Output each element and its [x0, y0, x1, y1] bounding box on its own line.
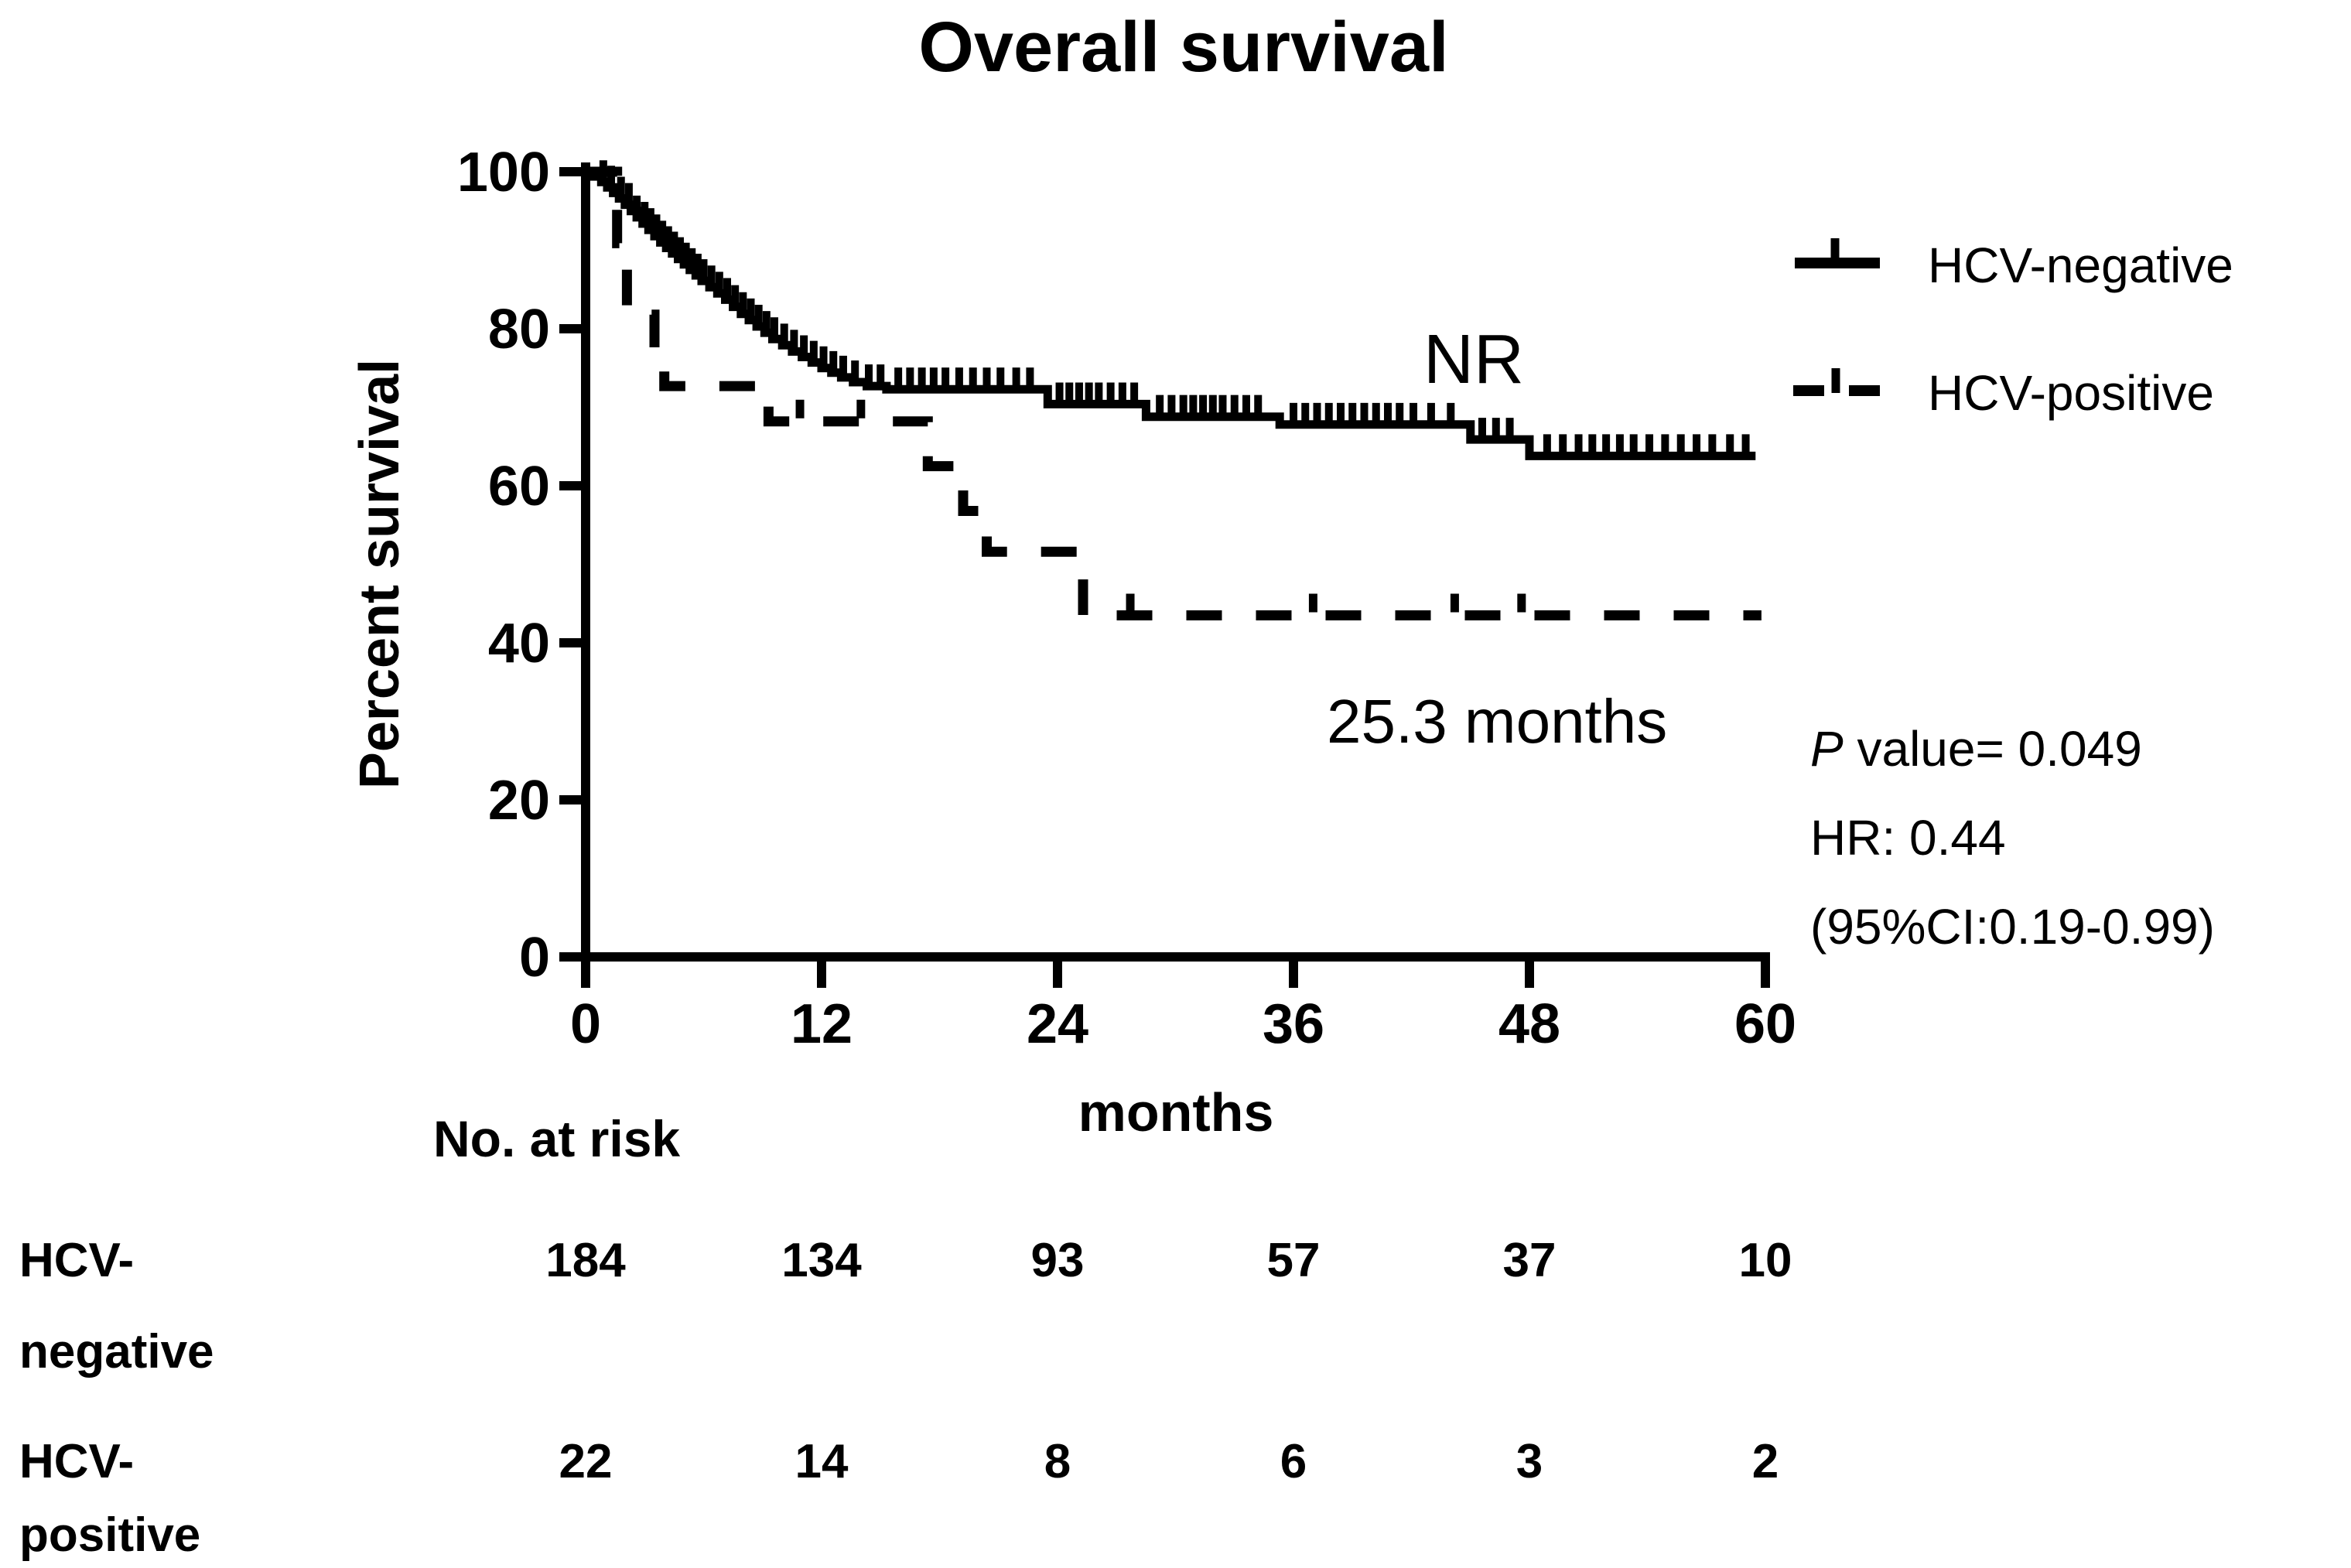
chart-title: Overall survival: [918, 8, 1448, 87]
y-tick-label: 100: [457, 142, 550, 203]
stats-block: P value= 0.049 HR: 0.44 (95%CI:0.19-0.99…: [1810, 721, 2215, 955]
risk-value: 22: [559, 1435, 613, 1488]
risk-row-label-hcv-negative-line1: HCV-: [19, 1234, 134, 1287]
axes: 0 20 40 60 80 100 0 12 24 36 48 60: [457, 142, 1796, 1055]
y-tick-label: 80: [488, 299, 550, 360]
x-tick-label: 24: [1027, 993, 1088, 1055]
legend-item-hcv-positive: HCV-positive: [1793, 365, 2214, 421]
x-tick-label: 36: [1263, 993, 1324, 1055]
x-tick-label: 48: [1498, 993, 1560, 1055]
axis-spines: [581, 162, 1770, 962]
legend-item-hcv-negative: HCV-negative: [1795, 237, 2233, 293]
x-tick-label: 60: [1734, 993, 1796, 1055]
median-annotation-hcv-positive: 25.3 months: [1327, 687, 1667, 756]
y-tick-label: 40: [488, 613, 550, 675]
x-tick-label: 0: [570, 993, 601, 1055]
p-value-text: P value= 0.049: [1810, 721, 2142, 777]
y-tick-label: 20: [488, 770, 550, 832]
risk-value: 8: [1044, 1435, 1071, 1488]
risk-value: 37: [1503, 1234, 1557, 1287]
risk-value: 134: [781, 1234, 862, 1287]
risk-table-header: No. at risk: [433, 1110, 680, 1167]
risk-row-label-hcv-positive-line2: positive: [19, 1508, 200, 1562]
risk-table-values: 184 134 93 57 37 10 22 14 8 6 3 2: [545, 1234, 1792, 1488]
p-value-rest: value= 0.049: [1844, 721, 2142, 777]
y-tick-label: 60: [488, 456, 550, 518]
risk-value: 6: [1280, 1435, 1307, 1488]
confidence-interval-text: (95%CI:0.19-0.99): [1810, 899, 2215, 955]
hazard-ratio-text: HR: 0.44: [1810, 810, 2006, 866]
risk-value: 14: [795, 1435, 849, 1488]
x-axis-label: months: [1078, 1082, 1274, 1143]
y-axis-label: Percent survival: [349, 359, 411, 789]
legend: HCV-negative HCV-positive: [1793, 237, 2233, 421]
risk-value: 57: [1267, 1234, 1321, 1287]
risk-row-label-hcv-negative-line2: negative: [19, 1325, 214, 1378]
risk-value: 184: [545, 1234, 626, 1287]
survival-curves: [586, 160, 1762, 620]
risk-value: 93: [1031, 1234, 1085, 1287]
hcv-positive-curve: [586, 166, 1762, 620]
risk-value: 3: [1516, 1435, 1543, 1488]
risk-value: 10: [1739, 1234, 1792, 1287]
risk-value: 2: [1752, 1435, 1779, 1488]
x-tick-label: 12: [791, 993, 853, 1055]
risk-table: No. at risk HCV- negative HCV- positive: [19, 1110, 680, 1562]
legend-label-hcv-positive: HCV-positive: [1928, 365, 2214, 421]
y-tick-label: 0: [519, 927, 550, 989]
legend-label-hcv-negative: HCV-negative: [1928, 237, 2233, 293]
p-value-italic-p: P: [1810, 721, 1844, 777]
median-annotation-hcv-negative: NR: [1423, 321, 1524, 398]
risk-row-label-hcv-positive-line1: HCV-: [19, 1435, 134, 1488]
